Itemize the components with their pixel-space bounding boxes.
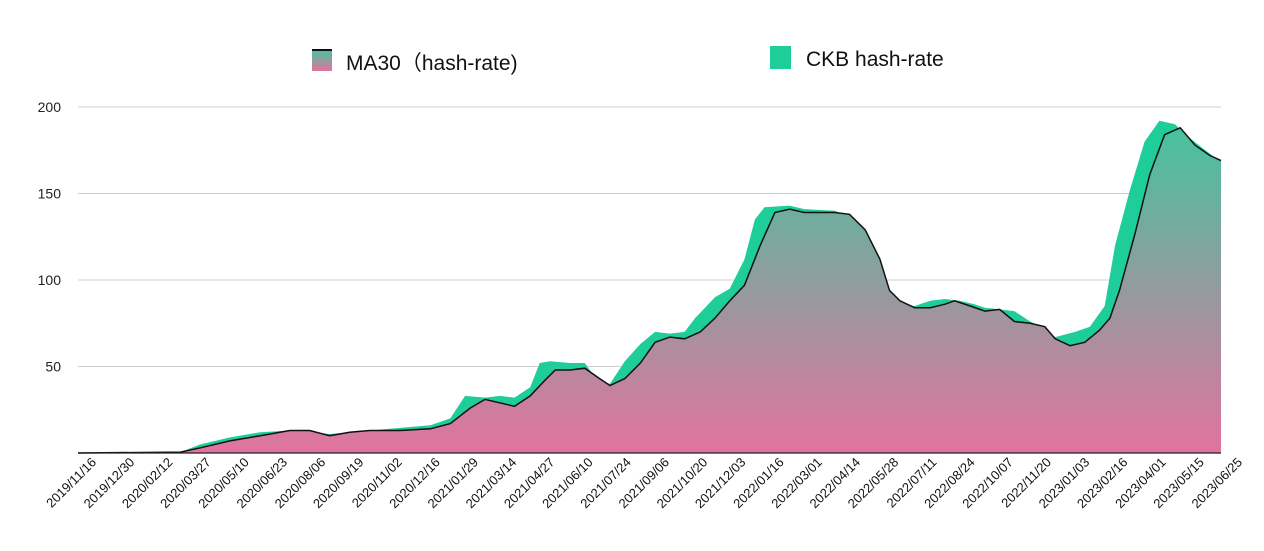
series-area-ma30 (78, 127, 1221, 454)
legend-swatch-ma30-line (312, 49, 332, 51)
y-tick-label: 200 (38, 99, 62, 115)
legend-item-ckb-hash-rate[interactable]: CKB hash-rate (770, 46, 944, 71)
legend-label-ckb-hash-rate: CKB hash-rate (806, 48, 944, 71)
y-tick-label: 100 (38, 272, 62, 288)
y-tick-label: 150 (38, 186, 62, 202)
legend-swatch-ckb-hash-rate (770, 46, 791, 69)
legend-label-ma30: MA30（hash-rate) (346, 52, 518, 75)
series-line-ma30 (77, 126, 1222, 454)
legend-swatch-ma30 (312, 49, 332, 71)
y-tick-label: 50 (45, 359, 61, 375)
legend-item-ma30[interactable]: MA30（hash-rate) (312, 49, 518, 75)
